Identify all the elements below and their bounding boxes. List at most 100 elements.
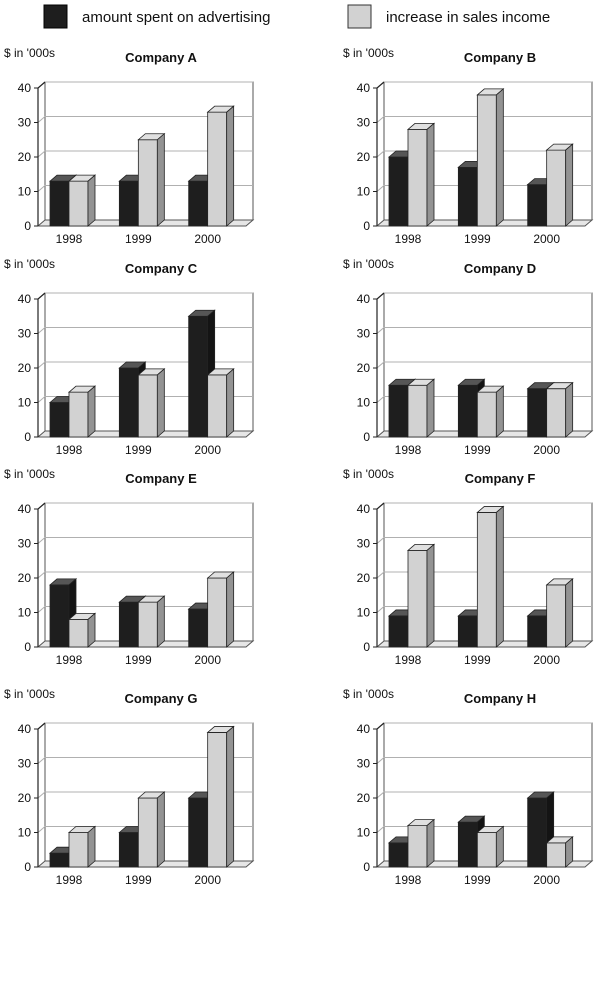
legend-swatch-sales	[347, 4, 372, 29]
bar-front	[457, 821, 478, 868]
chart-gridline	[376, 757, 592, 764]
chart-x-tick-label: 1998	[56, 653, 83, 667]
bar-sales	[67, 612, 97, 648]
legend-swatch-advertising	[43, 4, 68, 29]
bar-front	[546, 149, 567, 227]
bar-front	[476, 391, 497, 438]
chart-y-tick-label: 10	[357, 185, 371, 199]
chart-x-tick-label: 1999	[464, 443, 491, 457]
bar-side	[156, 595, 165, 648]
chart-y-tick-label: 30	[18, 116, 32, 130]
chart-y-tick-label: 40	[18, 292, 32, 306]
chart-gridline	[37, 826, 253, 833]
bar-front	[188, 180, 209, 227]
bar-front	[68, 832, 89, 868]
chart-y-tick-label: 10	[18, 185, 32, 199]
chart-gridline	[376, 396, 592, 403]
bar-side	[226, 368, 235, 438]
bar-side	[426, 378, 435, 438]
chart-y-tick-label: 40	[357, 502, 371, 516]
bar-sales	[476, 385, 505, 438]
chart-x-tick-label: 2000	[194, 653, 221, 667]
chart-company-g: $ in '000s Company G 0 10 20 30 40 1998 1999 2000	[4, 687, 255, 887]
chart-y-tick-label: 40	[18, 722, 32, 736]
chart-title: Company H	[464, 691, 536, 706]
bar-front	[407, 825, 428, 868]
bar-side	[87, 825, 96, 868]
bar-sales	[67, 385, 97, 438]
bar-front	[527, 797, 548, 868]
chart-x-tick-label: 1999	[464, 873, 491, 887]
bar-side	[495, 88, 504, 227]
bar-front	[388, 384, 409, 438]
chart-company-b: $ in '000s Company B 0 10 20 30 40 1998 1999 2000	[343, 46, 594, 246]
chart-y-tick-label: 30	[357, 757, 371, 771]
bar-front	[527, 184, 548, 227]
bar-side	[87, 385, 96, 438]
chart-y-unit-label: $ in '000s	[4, 467, 55, 481]
bar-front	[188, 315, 209, 438]
chart-gridline	[37, 327, 253, 334]
chart-y-tick-label: 30	[18, 327, 32, 341]
bar-front	[188, 608, 209, 648]
bar-front	[407, 128, 428, 227]
chart-y-tick-label: 0	[363, 219, 370, 233]
bar-side	[495, 505, 504, 648]
chart-x-tick-label: 2000	[194, 443, 221, 457]
bar-front	[68, 619, 89, 648]
chart-title: Company B	[464, 50, 536, 65]
bar-side	[495, 385, 504, 438]
chart-y-tick-label: 0	[363, 640, 370, 654]
chart-y-axis	[376, 292, 385, 437]
chart-company-c: $ in '000s Company C 0 10 20 30 40 1998 1999 2000	[4, 257, 255, 457]
bar-side	[565, 578, 574, 648]
chart-y-unit-label: $ in '000s	[343, 687, 394, 701]
bar-side	[226, 105, 235, 227]
chart-y-tick-label: 20	[18, 571, 32, 585]
bar-front	[407, 384, 428, 438]
bar-sales	[406, 378, 436, 438]
chart-gridline	[376, 537, 592, 544]
bar-sales	[476, 88, 505, 227]
bar-front	[476, 512, 497, 648]
chart-y-axis	[376, 502, 385, 647]
chart-y-tick-label: 20	[18, 361, 32, 375]
bar-front	[457, 615, 478, 648]
chart-x-tick-label: 2000	[533, 443, 560, 457]
bar-front	[388, 842, 409, 868]
chart-y-axis	[37, 292, 46, 437]
chart-x-tick-label: 2000	[533, 232, 560, 246]
chart-gridline	[37, 396, 253, 403]
bar-sales	[67, 174, 97, 227]
chart-y-tick-label: 20	[18, 150, 32, 164]
chart-company-d: $ in '000s Company D 0 10 20 30 40 1998 1999 2000	[343, 257, 594, 457]
chart-gridline	[37, 791, 253, 799]
chart-company-h: $ in '000s Company H 0 10 20 30 40 1998 1999 2000	[343, 687, 594, 887]
chart-gridline	[376, 116, 592, 123]
chart-x-tick-label: 1999	[125, 443, 152, 457]
chart-y-tick-label: 10	[357, 396, 371, 410]
bar-front	[49, 852, 70, 868]
bar-front	[527, 388, 548, 438]
bar-front	[207, 577, 228, 648]
chart-gridline	[37, 571, 253, 579]
chart-x-tick-label: 1998	[395, 443, 422, 457]
chart-gridline	[37, 185, 253, 192]
bar-front	[118, 601, 139, 648]
bar-sales	[206, 571, 235, 648]
chart-y-axis	[37, 502, 46, 647]
bar-side	[495, 825, 504, 868]
chart-y-unit-label: $ in '000s	[4, 257, 55, 271]
bar-sales	[406, 818, 436, 868]
bar-front	[546, 842, 567, 868]
bar-front	[49, 584, 70, 648]
chart-x-tick-label: 1999	[464, 653, 491, 667]
bar-sales	[545, 381, 574, 438]
bar-sales	[137, 132, 166, 227]
chart-y-unit-label: $ in '000s	[343, 467, 394, 481]
chart-y-tick-label: 10	[357, 606, 371, 620]
bar-front	[49, 402, 70, 438]
bar-sales	[206, 725, 235, 868]
chart-y-tick-label: 0	[363, 430, 370, 444]
chart-y-tick-label: 10	[18, 606, 32, 620]
